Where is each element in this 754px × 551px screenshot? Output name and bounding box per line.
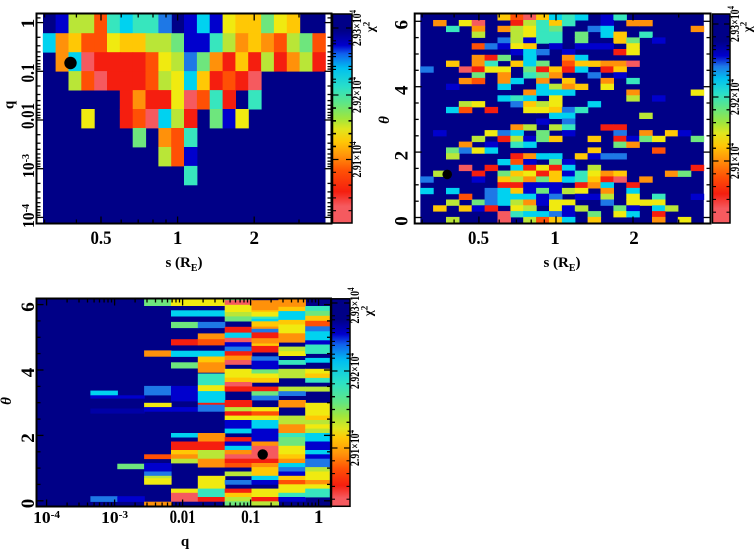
svg-text:2.93×104: 2.93×104 xyxy=(726,6,742,42)
svg-text:2: 2 xyxy=(629,228,639,249)
svg-text:1: 1 xyxy=(550,228,560,249)
svg-text:0.5: 0.5 xyxy=(91,228,112,249)
svg-text:0.1: 0.1 xyxy=(18,64,39,83)
svg-text:q: q xyxy=(181,534,190,550)
svg-text:1: 1 xyxy=(18,19,39,29)
svg-text:4: 4 xyxy=(18,367,39,377)
svg-text:θ: θ xyxy=(0,397,15,405)
svg-text:2.91×104: 2.91×104 xyxy=(348,141,364,177)
svg-text:0: 0 xyxy=(18,499,39,509)
svg-text:0.01: 0.01 xyxy=(170,507,196,528)
svg-text:0.5: 0.5 xyxy=(468,228,489,249)
svg-text:6: 6 xyxy=(392,20,413,30)
svg-text:4: 4 xyxy=(392,85,413,95)
svg-text:0.01: 0.01 xyxy=(18,103,39,129)
svg-text:1: 1 xyxy=(173,228,183,249)
svg-text:θ: θ xyxy=(377,116,393,124)
svg-text:2.93×104: 2.93×104 xyxy=(348,10,364,46)
svg-text:q: q xyxy=(2,100,18,109)
svg-text:0: 0 xyxy=(392,216,413,226)
svg-text:1: 1 xyxy=(314,507,324,528)
svg-text:2.92×104: 2.92×104 xyxy=(348,77,364,113)
svg-text:2.92×104: 2.92×104 xyxy=(346,353,362,389)
svg-text:2.91×104: 2.91×104 xyxy=(726,143,742,179)
svg-text:2.93×104: 2.93×104 xyxy=(346,287,362,323)
svg-text:2: 2 xyxy=(392,151,413,161)
svg-text:2.91×104: 2.91×104 xyxy=(346,430,362,466)
svg-text:2.92×104: 2.92×104 xyxy=(726,79,742,115)
svg-text:2: 2 xyxy=(18,433,39,443)
svg-text:6: 6 xyxy=(18,302,39,312)
svg-text:2: 2 xyxy=(249,228,259,249)
svg-text:0.1: 0.1 xyxy=(241,507,260,528)
